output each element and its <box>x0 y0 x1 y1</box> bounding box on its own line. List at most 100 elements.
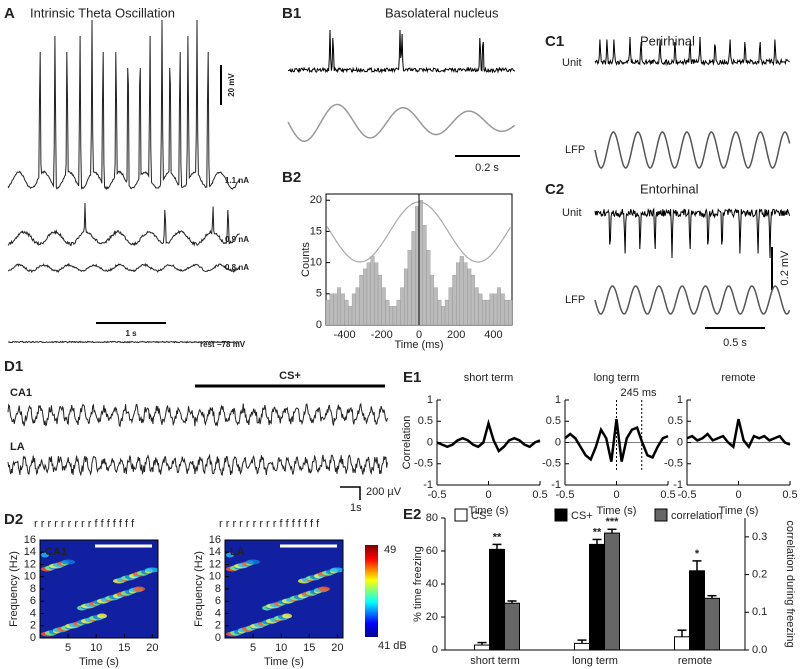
trace-label: LFP <box>565 294 585 306</box>
trace-label: Unit <box>562 207 582 219</box>
y-tick-label: -0.5 <box>414 458 433 470</box>
x-tick-label: 5 <box>250 642 256 654</box>
y-tick-label: 20 <box>310 194 322 206</box>
y-tick-label: 15 <box>310 225 322 237</box>
bar <box>493 293 498 326</box>
x-axis-label: Time (ms) <box>394 339 443 351</box>
stimulus-marks: r r r r r r r r r f f f f f f f <box>219 518 320 530</box>
current-label: 0.9 nA <box>225 235 249 244</box>
x-tick-label: 0 <box>485 489 491 501</box>
y-tick-label: 0 <box>215 632 221 644</box>
x-tick-label: -0.5 <box>678 489 697 501</box>
panel-label: B1 <box>282 5 301 22</box>
panel-label: A <box>4 5 15 22</box>
x-tick-label: 0.5 <box>660 489 675 501</box>
annotation: 245 ms <box>620 387 657 399</box>
bar <box>392 306 397 326</box>
bar <box>448 287 453 326</box>
trace <box>7 402 388 428</box>
y-tick-label: 0.5 <box>668 415 683 427</box>
correlation-line <box>686 418 791 450</box>
bar <box>370 256 375 326</box>
x-axis-label: Time (s) <box>719 505 759 517</box>
bar <box>359 274 364 326</box>
legend-swatch <box>454 508 468 522</box>
stimulus-marks: r r r r r r r r r f f f f f f f <box>34 518 135 530</box>
heatmap-blob <box>61 559 75 565</box>
significance: ** <box>493 531 502 543</box>
heatmap-title: LA <box>230 546 245 558</box>
panel-label: C1 <box>545 33 564 50</box>
bar <box>504 299 509 326</box>
bar <box>470 274 475 326</box>
y-tick-label: 80 <box>426 512 438 524</box>
bar <box>374 262 379 326</box>
panel-label: D2 <box>4 511 23 528</box>
y-tick-label: 0.5 <box>546 415 561 427</box>
heatmap-blob <box>41 552 49 558</box>
bar <box>411 231 416 326</box>
y2-tick-label: 0.1 <box>752 606 767 618</box>
bar <box>444 299 449 326</box>
bar <box>344 299 349 326</box>
bar <box>325 299 330 326</box>
trace-label: CA1 <box>10 387 32 399</box>
y-tick-label: 4 <box>215 607 221 619</box>
y-tick-label: -1 <box>423 479 433 491</box>
significance: *** <box>606 516 620 528</box>
trace <box>7 19 241 191</box>
y-tick-label: 0 <box>555 436 561 448</box>
x-tick-label: 200 <box>447 329 465 341</box>
panel-label: B2 <box>282 169 301 186</box>
bar <box>674 636 690 651</box>
x-tick-label: -200 <box>371 329 393 341</box>
heatmap-blob <box>318 586 330 592</box>
y-tick-label: 10 <box>209 571 221 583</box>
y-tick-label: 10 <box>24 571 36 583</box>
y-tick-label: 6 <box>215 595 221 607</box>
panel-label: C2 <box>545 181 564 198</box>
y2-tick-label: 0.0 <box>752 644 767 656</box>
bar <box>463 262 468 326</box>
heatmap-blob <box>246 559 260 565</box>
x-tick-label: long term <box>572 655 618 667</box>
x-axis-label: Time (s) <box>469 505 509 517</box>
scale-label: 0.2 mV <box>779 250 791 286</box>
trace <box>594 131 791 169</box>
y-tick-label: -0.5 <box>542 458 561 470</box>
y-tick-label: 0 <box>316 319 322 331</box>
chart-title: long term <box>594 372 640 384</box>
y2-axis-label: correlation during freezing <box>784 520 796 647</box>
x-tick-label: 400 <box>484 329 502 341</box>
y-tick-label: 40 <box>426 578 438 590</box>
y-tick-label: 0 <box>30 632 36 644</box>
bar <box>389 306 394 326</box>
trace <box>594 207 791 259</box>
heatmap-blob <box>282 613 292 619</box>
y-tick-label: 8 <box>215 583 221 595</box>
panel-title: Intrinsic Theta Oscillation <box>30 5 175 20</box>
x-tick-label: 0 <box>416 329 422 341</box>
bar <box>574 642 590 651</box>
trace-label: LA <box>10 441 25 453</box>
bar <box>385 299 390 326</box>
bar <box>381 287 386 326</box>
bar <box>337 287 342 326</box>
x-tick-label: 10 <box>275 642 287 654</box>
bar <box>489 548 505 651</box>
y-tick-label: 14 <box>24 546 36 558</box>
legend-swatch <box>654 508 668 522</box>
chart-title: short term <box>464 372 514 384</box>
y-tick-label: 0 <box>677 436 683 448</box>
x-tick-label: 20 <box>331 642 343 654</box>
x-axis-label: Time (s) <box>79 656 119 668</box>
trace <box>7 340 240 344</box>
bar <box>377 274 382 326</box>
y-tick-label: -0.5 <box>664 458 683 470</box>
bar <box>459 256 464 326</box>
x-tick-label: short term <box>470 655 520 667</box>
y-tick-label: 2 <box>215 620 221 632</box>
current-label: 1.1 nA <box>225 176 249 185</box>
bar <box>437 299 442 326</box>
